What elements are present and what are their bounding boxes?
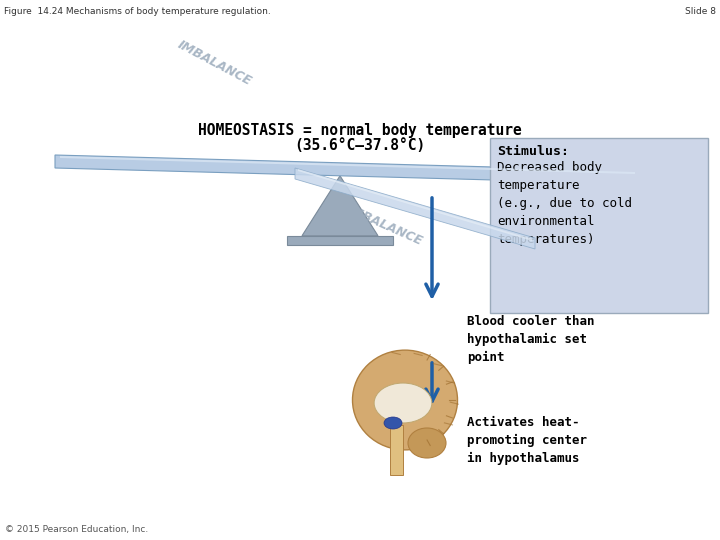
Polygon shape	[302, 176, 378, 236]
Text: Decreased body
temperature
(e.g., due to cold
environmental
temperatures): Decreased body temperature (e.g., due to…	[497, 161, 632, 246]
Ellipse shape	[408, 428, 446, 458]
Text: IMBALANCE: IMBALANCE	[345, 203, 426, 248]
Text: Stimulus:: Stimulus:	[497, 145, 569, 158]
Text: Slide 8: Slide 8	[685, 7, 716, 16]
Text: Activates heat-
promoting center
in hypothalamus: Activates heat- promoting center in hypo…	[467, 416, 587, 465]
FancyBboxPatch shape	[287, 236, 393, 245]
Text: HOMEOSTASIS = normal body temperature: HOMEOSTASIS = normal body temperature	[198, 123, 522, 138]
Text: © 2015 Pearson Education, Inc.: © 2015 Pearson Education, Inc.	[5, 525, 148, 534]
Polygon shape	[55, 155, 640, 184]
Polygon shape	[298, 169, 532, 241]
Ellipse shape	[353, 350, 457, 450]
Polygon shape	[60, 156, 635, 174]
Text: Figure  14.24 Mechanisms of body temperature regulation.: Figure 14.24 Mechanisms of body temperat…	[4, 7, 271, 16]
Polygon shape	[295, 168, 535, 249]
Text: (35.6°C–37.8°C): (35.6°C–37.8°C)	[294, 138, 426, 153]
Polygon shape	[390, 425, 403, 475]
Text: Blood cooler than
hypothalamic set
point: Blood cooler than hypothalamic set point	[467, 315, 595, 365]
FancyBboxPatch shape	[490, 138, 708, 313]
Ellipse shape	[374, 383, 432, 423]
Ellipse shape	[384, 417, 402, 429]
Text: IMBALANCE: IMBALANCE	[175, 38, 253, 88]
